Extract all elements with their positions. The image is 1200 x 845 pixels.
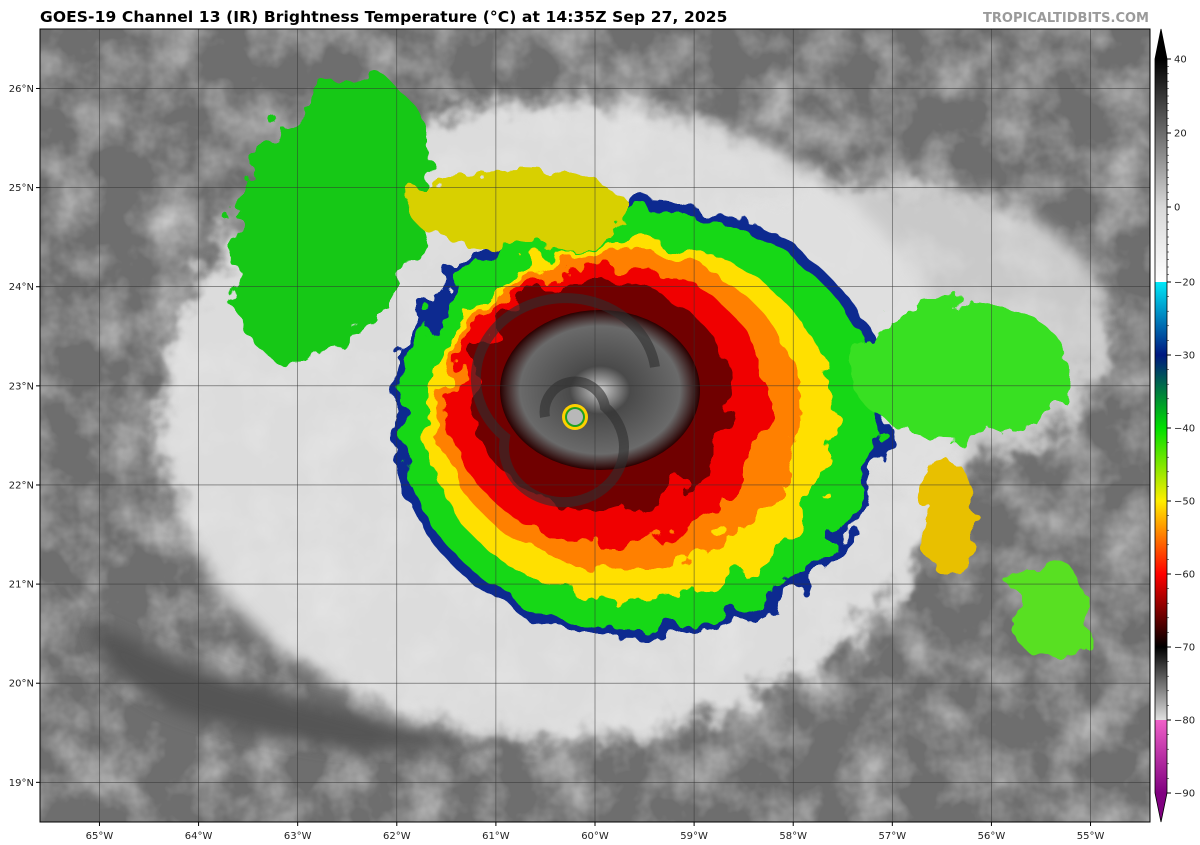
- lat-tick-label: 25°N: [9, 183, 34, 194]
- colorbar-scale: [1154, 28, 1168, 823]
- lat-tick-label: 26°N: [9, 84, 34, 95]
- lon-tick-label: 64°W: [185, 831, 213, 842]
- storm-structure: [160, 75, 1110, 740]
- colorbar-tick-label: 0: [1174, 203, 1180, 214]
- dry-slot: [90, 620, 480, 752]
- colorbar-tick-label: −30: [1174, 351, 1195, 362]
- colorbar-tick-label: −80: [1174, 716, 1195, 727]
- lat-tick-label: 22°N: [9, 480, 34, 491]
- lon-tick-label: 56°W: [978, 831, 1006, 842]
- colorbar-tick-label: 40: [1174, 55, 1187, 66]
- colorbar-tick-label: −70: [1174, 643, 1195, 654]
- gridlines: [40, 29, 1150, 822]
- spiral-band: [470, 293, 660, 508]
- lon-tick-label: 65°W: [86, 831, 114, 842]
- lat-tick-label: 19°N: [9, 778, 34, 789]
- lon-tick-label: 59°W: [680, 831, 708, 842]
- lat-tick-label: 23°N: [9, 381, 34, 392]
- colorbar-tick-label: −90: [1174, 789, 1195, 800]
- colorbar: 40 20 0 −20 −30 −40 −50 −60 −70 −80 −90: [1154, 28, 1195, 823]
- lon-tick-label: 58°W: [779, 831, 807, 842]
- lat-tick-label: 24°N: [9, 282, 34, 293]
- colorbar-tick-label: −60: [1174, 570, 1195, 581]
- imagery: [40, 29, 1150, 822]
- lon-tick-label: 63°W: [284, 831, 312, 842]
- latitude-axis: 19°N 20°N 21°N 22°N 23°N 24°N 25°N 26°N: [9, 84, 40, 789]
- lon-tick-label: 57°W: [879, 831, 907, 842]
- lat-tick-label: 20°N: [9, 679, 34, 690]
- lon-tick-label: 62°W: [383, 831, 411, 842]
- hurricane-eye: [567, 409, 583, 425]
- colorbar-tick-label: −50: [1174, 497, 1195, 508]
- colorbar-tick-label: 20: [1174, 129, 1187, 140]
- lon-tick-label: 55°W: [1077, 831, 1105, 842]
- lat-tick-label: 21°N: [9, 580, 34, 591]
- colorbar-tick-label: −20: [1174, 278, 1195, 289]
- longitude-axis: 65°W 64°W 63°W 62°W 61°W 60°W 59°W 58°W 57°W 56°W…: [86, 822, 1105, 842]
- lon-tick-label: 60°W: [581, 831, 609, 842]
- colorbar-tick-label: −40: [1174, 424, 1195, 435]
- lon-tick-label: 61°W: [482, 831, 510, 842]
- map-title: GOES-19 Channel 13 (IR) Brightness Tempe…: [40, 8, 728, 26]
- watermark: TROPICALTIDBITS.COM: [983, 11, 1149, 26]
